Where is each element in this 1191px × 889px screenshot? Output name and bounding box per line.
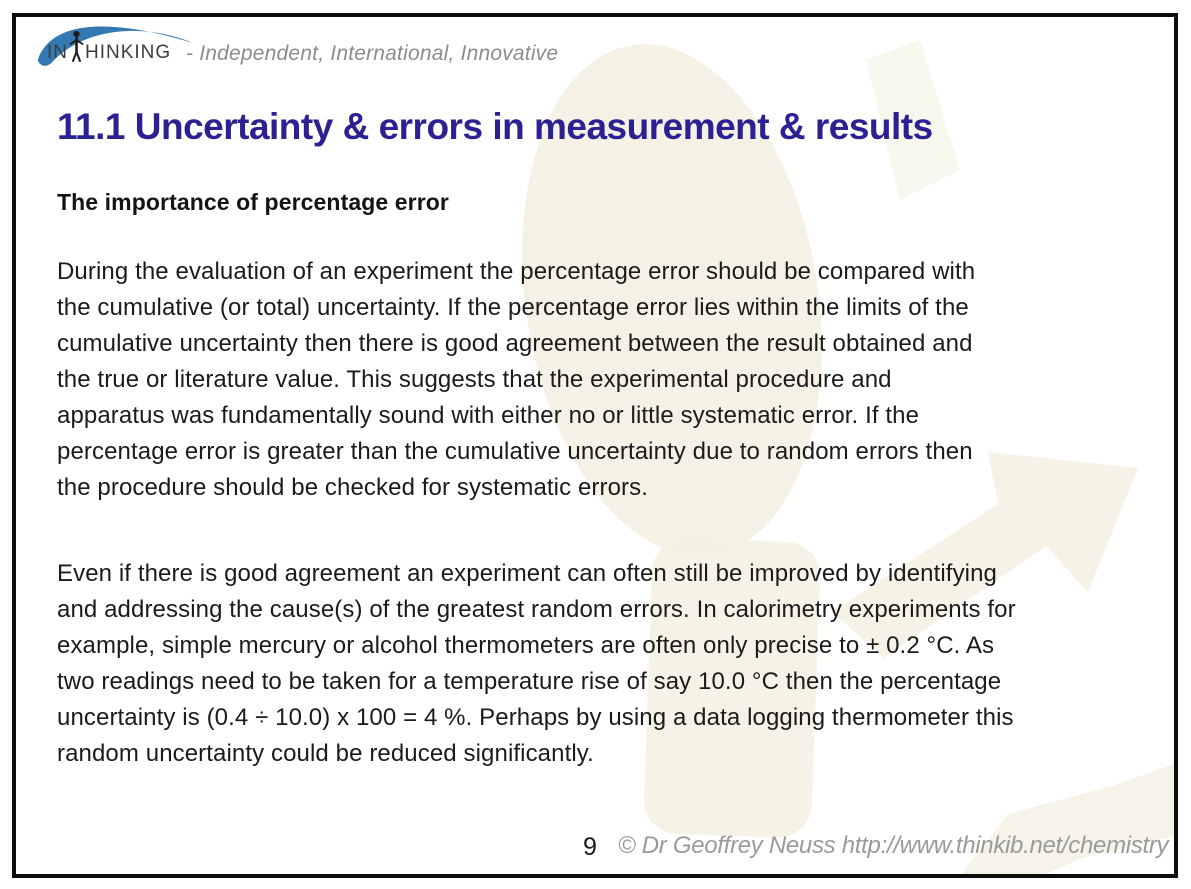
- page-number: 9: [583, 833, 597, 861]
- text-line: During the evaluation of an experiment t…: [57, 258, 976, 285]
- text-line: the true or literature value. This sugge…: [57, 366, 892, 393]
- text-line: percentage error is greater than the cum…: [57, 438, 973, 465]
- text-line: random uncertainty could be reduced sign…: [57, 740, 594, 767]
- copyright-link[interactable]: © Dr Geoffrey Neuss http://www.thinkib.n…: [618, 832, 1169, 859]
- thinker-watermark-icon: [522, 40, 1178, 878]
- thinking-person-icon: [69, 30, 84, 62]
- text-line: two readings need to be taken for a temp…: [57, 668, 1002, 695]
- text-line: example, simple mercury or alcohol therm…: [57, 632, 995, 659]
- page-title: 11.1 Uncertainty & errors in measurement…: [57, 106, 933, 147]
- text-line: and addressing the cause(s) of the great…: [57, 596, 1016, 623]
- text-line: apparatus was fundamentally sound with e…: [57, 402, 920, 429]
- text-line: Even if there is good agreement an exper…: [57, 560, 997, 587]
- section-heading: The importance of percentage error: [57, 189, 449, 215]
- text-line: uncertainty is (0.4 ÷ 10.0) x 100 = 4 %.…: [57, 704, 1014, 731]
- logo-brand-text: IN HINKING: [47, 30, 172, 64]
- text-line: cumulative uncertainty then there is goo…: [57, 330, 973, 357]
- paragraph-improvement-example: Even if there is good agreement an exper…: [57, 556, 1016, 772]
- logo-brand-prefix: IN: [47, 42, 68, 63]
- paragraph-percentage-error: During the evaluation of an experiment t…: [57, 254, 975, 506]
- text-line: the cumulative (or total) uncertainty. I…: [57, 294, 969, 321]
- inthinking-logo: IN HINKING: [33, 18, 208, 74]
- text-line: the procedure should be checked for syst…: [57, 474, 649, 501]
- logo-tagline: - Independent, International, Innovative: [186, 42, 559, 65]
- logo-brand-suffix: HINKING: [85, 42, 172, 63]
- watermark-layer: [12, 13, 1178, 878]
